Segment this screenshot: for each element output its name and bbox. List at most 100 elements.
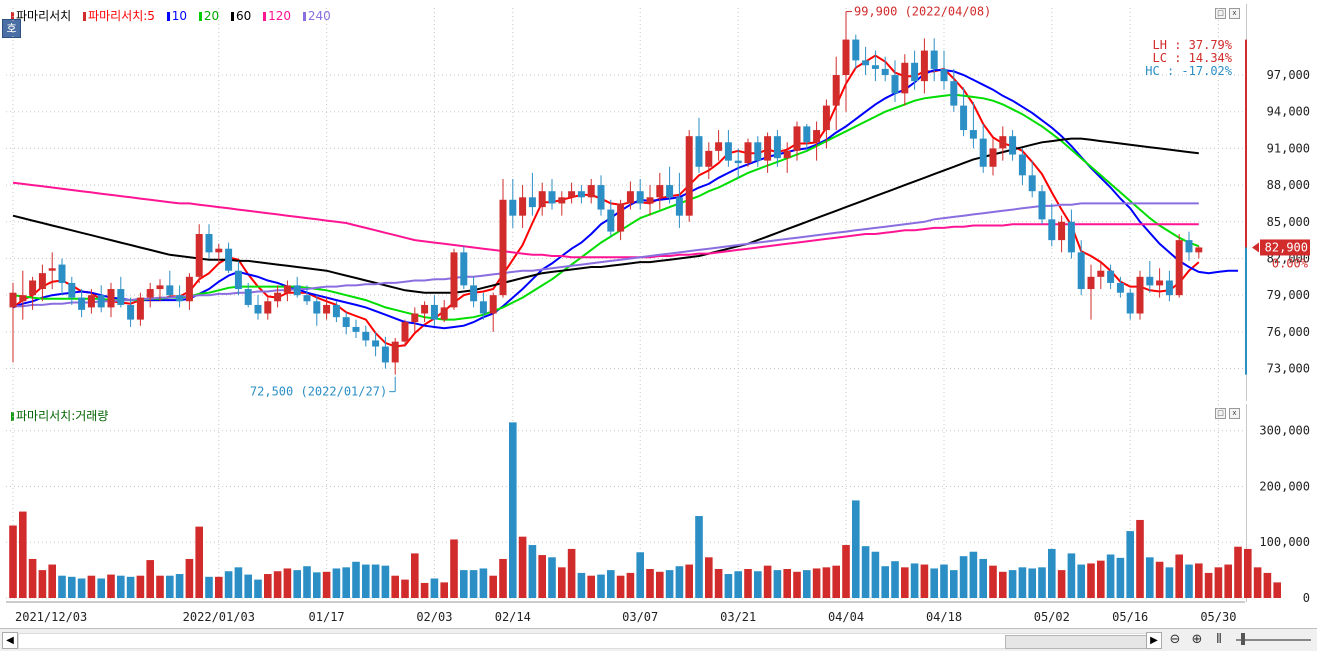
volume-bar bbox=[9, 525, 17, 598]
volume-bar bbox=[871, 551, 880, 598]
volume-bar bbox=[1038, 567, 1046, 598]
volume-bar bbox=[499, 558, 507, 598]
candle-body bbox=[1136, 276, 1144, 314]
volume-bar bbox=[77, 578, 86, 598]
candle-body bbox=[156, 285, 164, 290]
volume-bar bbox=[322, 571, 331, 598]
volume-bar bbox=[607, 570, 615, 598]
candle-body bbox=[38, 273, 46, 290]
ma-60-line bbox=[12, 137, 1199, 294]
volume-bar bbox=[411, 553, 419, 598]
volume-bar bbox=[87, 575, 96, 598]
volume-bar bbox=[273, 571, 282, 598]
scroll-left-button[interactable]: ◀ bbox=[2, 632, 18, 649]
volume-pane-controls: □ x bbox=[1215, 408, 1240, 419]
candle-body bbox=[274, 292, 282, 302]
last-price-box bbox=[1260, 239, 1310, 256]
volume-bar bbox=[538, 555, 546, 598]
volume-bar bbox=[656, 571, 664, 598]
candle-body bbox=[519, 197, 527, 216]
volume-bar bbox=[244, 574, 252, 598]
volume-bar bbox=[852, 500, 860, 598]
volume-bar bbox=[910, 563, 919, 598]
ma-10-line bbox=[12, 69, 1238, 330]
candle-body bbox=[724, 142, 732, 161]
volume-bar bbox=[744, 569, 752, 598]
volume-bar bbox=[381, 565, 390, 598]
volume-bar bbox=[342, 567, 350, 598]
quote-badge[interactable]: 호 bbox=[2, 19, 21, 38]
candle-body bbox=[705, 150, 713, 167]
candle-body bbox=[176, 295, 184, 302]
candle-body bbox=[832, 75, 840, 106]
volume-bar bbox=[1146, 557, 1154, 598]
price-tick-label: 88,000 bbox=[1267, 178, 1310, 192]
volume-bar bbox=[68, 576, 76, 598]
zoom-slider-handle[interactable] bbox=[1241, 633, 1245, 645]
volume-bar bbox=[1244, 548, 1252, 598]
candle-body bbox=[587, 185, 595, 198]
zoom-slider-track[interactable] bbox=[1236, 639, 1311, 641]
volume-bar bbox=[705, 557, 713, 598]
candle-body bbox=[166, 285, 174, 296]
candle-body bbox=[979, 138, 987, 167]
zoom-out-icon[interactable]: ⊖ bbox=[1169, 632, 1181, 647]
volume-bar bbox=[489, 575, 497, 598]
volume-bar bbox=[969, 551, 978, 598]
last-price-label: 82,900 bbox=[1265, 240, 1308, 254]
volume-bar bbox=[773, 570, 782, 598]
volume-bar bbox=[989, 565, 997, 598]
volume-bar bbox=[920, 564, 929, 598]
price-pane-controls: □ x bbox=[1215, 8, 1240, 19]
volume-bar bbox=[587, 575, 595, 598]
candle-body bbox=[920, 50, 928, 82]
candle-body bbox=[773, 136, 781, 159]
candle-body bbox=[1028, 175, 1036, 192]
candle-body bbox=[1077, 252, 1085, 290]
candle-body bbox=[528, 197, 536, 208]
close-volume-pane-button[interactable]: x bbox=[1229, 408, 1240, 419]
volume-bar bbox=[1028, 568, 1036, 598]
volume-bar bbox=[812, 568, 821, 598]
maximize-pane-button[interactable]: □ bbox=[1215, 8, 1226, 19]
split-view-icon[interactable]: ⫴ bbox=[1216, 632, 1222, 647]
volume-bar bbox=[577, 572, 586, 598]
candle-body bbox=[715, 142, 723, 151]
volume-bar bbox=[58, 575, 66, 598]
volume-bar bbox=[371, 564, 380, 598]
ma-20-line bbox=[12, 93, 1200, 321]
candle-body bbox=[205, 234, 213, 253]
volume-bar bbox=[1175, 554, 1183, 598]
close-pane-button[interactable]: x bbox=[1229, 8, 1240, 19]
candle-body bbox=[577, 191, 585, 198]
candle-body bbox=[685, 136, 693, 216]
volume-bar bbox=[714, 569, 723, 598]
scrollbar-thumb[interactable] bbox=[1005, 635, 1157, 649]
maximize-volume-pane-button[interactable]: □ bbox=[1215, 408, 1226, 419]
high-annotation: 99,900 (2022/04/08) bbox=[854, 5, 991, 19]
volume-bar bbox=[1204, 572, 1213, 598]
volume-bar bbox=[822, 567, 831, 598]
scroll-right-button[interactable]: ▶ bbox=[1146, 632, 1162, 649]
volume-tick-label: 200,000 bbox=[1259, 479, 1310, 493]
volume-bar bbox=[930, 568, 938, 598]
volume-bar bbox=[107, 574, 115, 598]
volume-bar bbox=[1185, 564, 1193, 598]
candle-body bbox=[136, 297, 144, 320]
horizontal-scrollbar[interactable] bbox=[18, 633, 1160, 649]
zoom-in-icon[interactable]: ⊕ bbox=[1191, 632, 1203, 647]
price-tick-label: 73,000 bbox=[1267, 362, 1310, 376]
volume-bar bbox=[616, 575, 625, 598]
candle-body bbox=[764, 136, 772, 161]
candle-body bbox=[1048, 219, 1056, 241]
volume-bar bbox=[1106, 554, 1115, 598]
candle-body bbox=[225, 248, 233, 271]
volume-bar bbox=[430, 578, 439, 598]
candle-body bbox=[538, 191, 546, 208]
candle-body bbox=[48, 268, 56, 271]
candle-body bbox=[1067, 221, 1075, 253]
volume-bar bbox=[950, 570, 958, 598]
volume-bar bbox=[1048, 548, 1056, 598]
candle-body bbox=[803, 126, 811, 143]
candle-body bbox=[323, 304, 331, 314]
